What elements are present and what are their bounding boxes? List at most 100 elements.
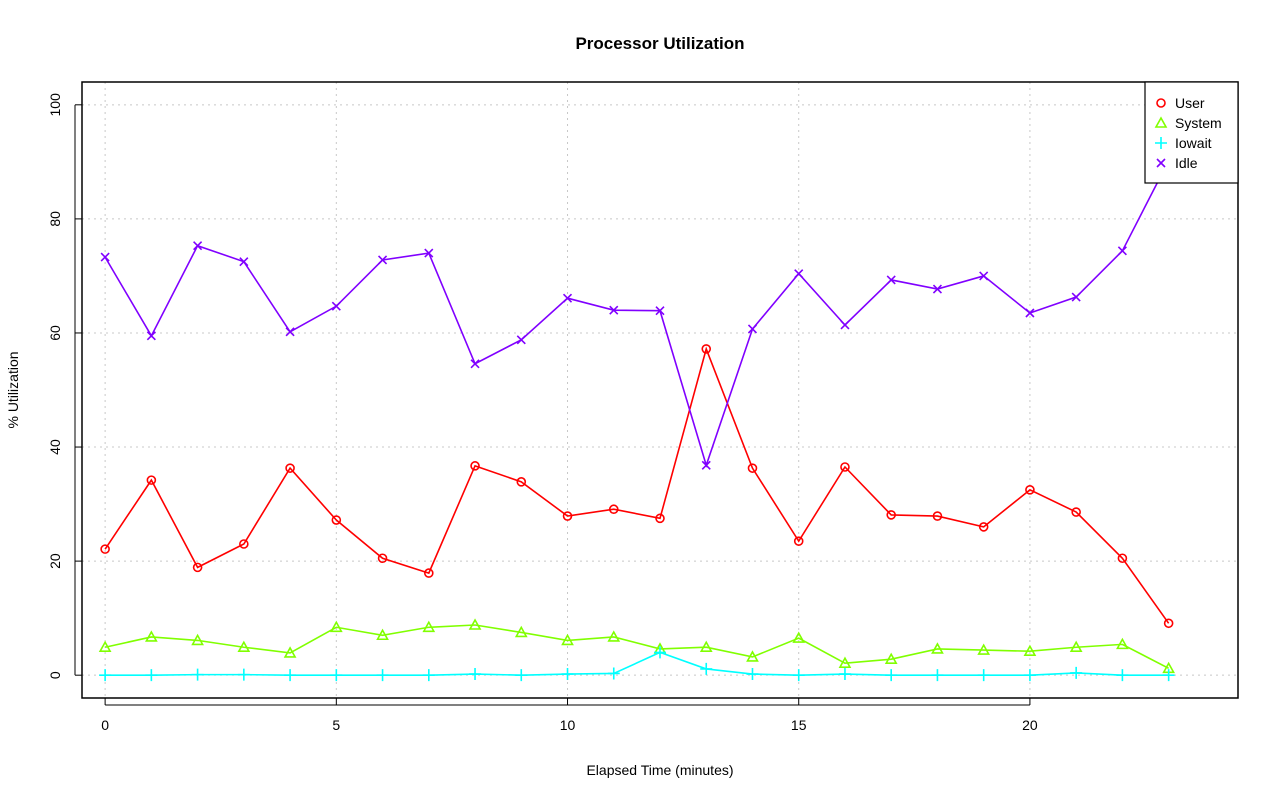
iowait-point: [654, 646, 666, 659]
idle-point: [1071, 292, 1081, 302]
system-point: [1069, 640, 1083, 653]
system-point: [746, 650, 759, 662]
system-point: [838, 656, 852, 669]
system-point: [699, 640, 713, 653]
system-point: [607, 630, 621, 642]
y-tick-label: 100: [47, 93, 63, 117]
user-point: [701, 344, 712, 354]
system-point: [792, 631, 806, 643]
system-point: [191, 633, 204, 646]
iowait-point: [1162, 669, 1175, 682]
idle-point: [193, 241, 203, 251]
user-point: [239, 539, 249, 549]
y-tick-label: 20: [47, 553, 63, 569]
y-tick-label: 80: [47, 211, 63, 227]
user-point: [192, 562, 203, 573]
y-axis-label: % Utilization: [5, 351, 21, 428]
iowait-point: [885, 669, 898, 682]
system-point: [514, 625, 528, 638]
iowait-line: [105, 651, 1169, 676]
chart-title: Processor Utilization: [575, 34, 744, 53]
idle-point: [516, 335, 526, 345]
system-point: [376, 628, 389, 641]
iowait-point: [99, 669, 112, 682]
idle-point: [285, 327, 295, 337]
series-layer: [98, 156, 1175, 682]
idle-point: [1117, 246, 1127, 256]
iowait-point: [515, 669, 528, 682]
system-line: [104, 624, 1170, 670]
iowait-point: [607, 667, 620, 680]
iowait-point: [1070, 666, 1083, 679]
system-point: [884, 652, 898, 665]
idle-point: [377, 255, 388, 265]
iowait-point: [561, 668, 574, 681]
series-system: [98, 618, 1175, 674]
idle-point: [331, 301, 341, 311]
idle-point: [146, 331, 156, 341]
idle-line: [104, 160, 1170, 468]
y-tick-label: 40: [47, 439, 63, 455]
user-point: [1025, 485, 1035, 495]
y-tick-label: 0: [47, 671, 63, 679]
x-tick-label: 20: [1022, 717, 1038, 733]
iowait-point: [1116, 669, 1129, 682]
user-point: [331, 515, 342, 525]
legend-label: System: [1175, 115, 1222, 131]
iowait-point: [792, 669, 805, 682]
iowait-point: [746, 668, 759, 681]
iowait-point: [145, 669, 158, 682]
user-point: [100, 544, 110, 554]
idle-point: [979, 271, 989, 281]
user-point: [562, 511, 573, 521]
user-point: [608, 504, 619, 515]
system-point: [237, 640, 251, 653]
legend-label: Iowait: [1175, 135, 1212, 151]
user-point: [978, 522, 989, 532]
user-point: [655, 513, 665, 524]
iowait-point: [838, 668, 851, 681]
idle-point: [1025, 308, 1035, 318]
user-point: [285, 463, 295, 473]
iowait-point: [376, 669, 389, 682]
legend-system-icon: [1154, 116, 1168, 128]
x-tick-label: 10: [560, 717, 576, 733]
system-point: [283, 646, 297, 658]
user-point: [516, 477, 527, 487]
iowait-point: [191, 668, 204, 681]
user-point: [747, 463, 758, 473]
legend-idle-icon: [1156, 158, 1166, 168]
user-point: [470, 461, 480, 471]
idle-point: [609, 305, 619, 315]
user-point: [886, 510, 897, 520]
iowait-point: [284, 669, 297, 682]
user-point: [1071, 507, 1081, 517]
system-point: [422, 620, 436, 633]
x-tick-label: 5: [332, 717, 340, 733]
idle-point: [932, 284, 943, 294]
system-point: [561, 633, 574, 646]
user-point: [793, 536, 804, 546]
iowait-point: [469, 668, 482, 681]
iowait-point: [330, 669, 343, 682]
x-tick-label: 15: [791, 717, 807, 733]
iowait-point: [700, 662, 713, 675]
series-idle: [100, 156, 1174, 470]
system-point: [1116, 637, 1129, 650]
idle-point: [840, 320, 850, 330]
system-point: [98, 640, 112, 653]
system-point: [468, 618, 482, 630]
legend-label: Idle: [1175, 155, 1198, 171]
system-point: [329, 620, 343, 633]
system-point: [977, 643, 991, 655]
idle-point: [886, 275, 896, 285]
y-tick-label: 60: [47, 325, 63, 341]
system-point: [931, 642, 944, 654]
user-line: [104, 346, 1170, 624]
idle-point: [470, 359, 480, 369]
system-point: [1023, 644, 1037, 657]
x-axis-label: Elapsed Time (minutes): [586, 762, 733, 778]
user-point: [932, 511, 943, 521]
iowait-point: [931, 669, 944, 682]
